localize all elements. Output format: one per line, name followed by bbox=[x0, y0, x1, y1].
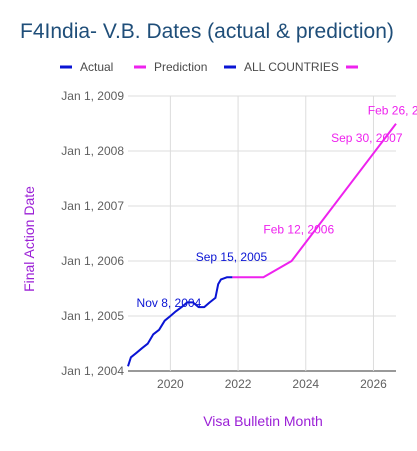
legend-label: Actual bbox=[80, 60, 113, 74]
chart-title: F4India- V.B. Dates (actual & prediction… bbox=[20, 20, 394, 43]
legend-label: ALL COUNTRIES bbox=[244, 60, 339, 74]
x-tick-label: 2024 bbox=[292, 377, 319, 391]
data-label: Sep 15, 2005 bbox=[196, 250, 268, 264]
x-axis-title: Visa Bulletin Month bbox=[203, 413, 323, 429]
y-axis-title: Final Action Date bbox=[21, 186, 37, 292]
legend-label: Prediction bbox=[154, 60, 207, 74]
legend: Actual Prediction ALL COUNTRIES bbox=[60, 60, 358, 74]
y-tick-label: Jan 1, 2004 bbox=[61, 364, 124, 378]
y-tick-label: Jan 1, 2008 bbox=[61, 144, 124, 158]
y-tick-label: Jan 1, 2009 bbox=[61, 89, 124, 103]
series-line-actual bbox=[127, 276, 233, 367]
data-label: Sep 30, 2007 bbox=[331, 131, 403, 145]
tick-labels: Jan 1, 2004 Jan 1, 2005 Jan 1, 2006 Jan 1, … bbox=[61, 89, 387, 391]
y-tick-label: Jan 1, 2005 bbox=[61, 309, 124, 323]
data-label: Feb 12, 2006 bbox=[263, 223, 334, 237]
x-tick-label: 2026 bbox=[360, 377, 387, 391]
data-label: Nov 8, 2004 bbox=[137, 296, 202, 310]
series-line-prediction bbox=[232, 123, 397, 279]
y-tick-label: Jan 1, 2006 bbox=[61, 254, 124, 268]
grid bbox=[128, 95, 396, 372]
series-lines bbox=[127, 123, 397, 367]
x-tick-label: 2022 bbox=[225, 377, 252, 391]
y-tick-label: Jan 1, 2007 bbox=[61, 199, 124, 213]
x-tick-label: 2020 bbox=[157, 377, 184, 391]
data-label: Feb 26, 2008 bbox=[368, 103, 417, 117]
annotations: Nov 8, 2004 Sep 15, 2005 Feb 12, 2006 Sep 3… bbox=[137, 103, 417, 310]
